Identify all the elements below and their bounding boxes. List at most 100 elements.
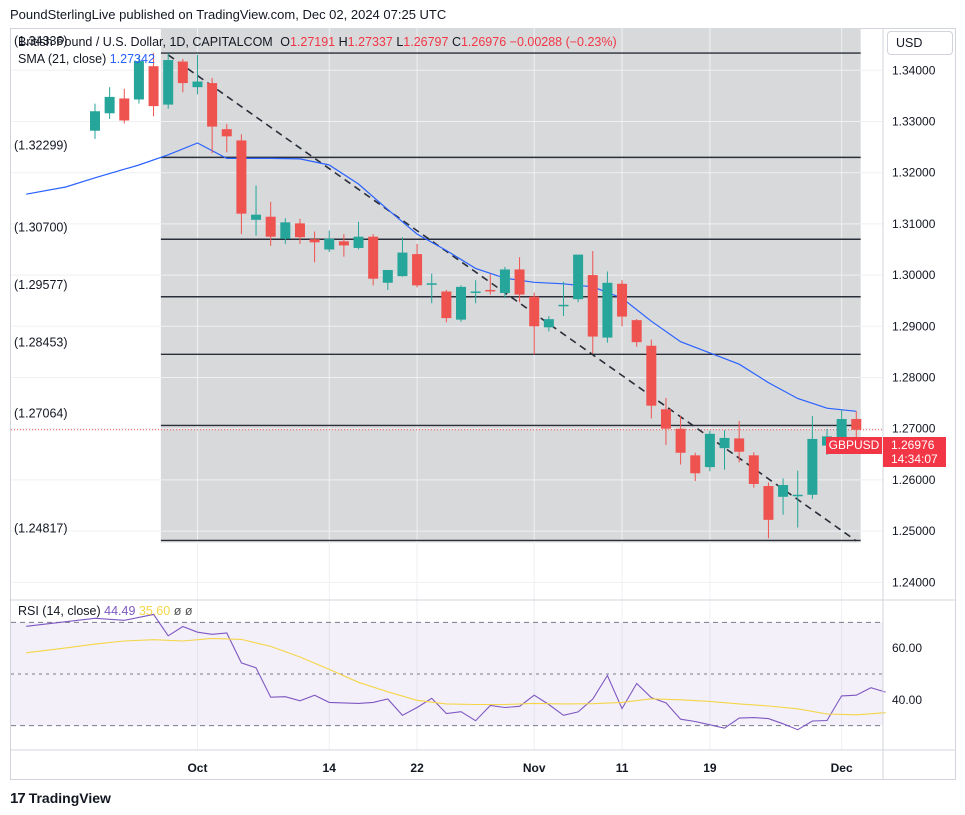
candle-body	[324, 238, 335, 250]
low-value: 1.26797	[403, 35, 449, 49]
candle-body	[485, 289, 496, 292]
price-tick-label: 1.32000	[892, 166, 936, 180]
candle	[719, 430, 730, 470]
rsi-label: RSI (14, close)	[18, 604, 101, 618]
candle	[207, 77, 218, 154]
level-label: (1.28453)	[14, 335, 68, 349]
candle	[324, 230, 335, 253]
candle	[456, 285, 466, 322]
candle	[412, 243, 423, 288]
candle-body	[397, 252, 408, 277]
candle-body	[763, 486, 774, 520]
publisher-line: PoundSterlingLive published on TradingVi…	[10, 7, 447, 22]
candle	[543, 316, 554, 332]
price-tick-label: 1.29000	[892, 319, 936, 333]
candle-body	[748, 455, 759, 485]
rsi-ma-value: 35.60	[138, 604, 171, 618]
candle-body	[119, 98, 130, 121]
price-tick-label: 1.24000	[892, 575, 936, 589]
close-label: C	[451, 35, 461, 49]
candle	[192, 54, 203, 95]
open-value: 1.27191	[289, 35, 336, 49]
candle	[499, 266, 510, 299]
candle	[353, 221, 364, 250]
rsi-legend: RSI (14, close) 44.49 35.60 ø ø	[18, 604, 192, 618]
candle	[309, 231, 320, 263]
tradingview-wordmark: TradingView	[28, 790, 111, 806]
candle	[368, 234, 379, 286]
candle	[294, 218, 305, 244]
rsi-tick-label: 40.00	[892, 693, 922, 707]
candle-body	[207, 83, 218, 127]
trendline	[167, 54, 857, 542]
price-tick-label: 1.34000	[892, 63, 936, 77]
candle	[734, 421, 745, 463]
price-tick-label: 1.25000	[892, 524, 936, 538]
candle-body	[412, 254, 423, 286]
candle-body	[514, 269, 525, 295]
candle-body	[251, 214, 262, 220]
candle-body	[441, 291, 452, 319]
price-tick-label: 1.30000	[892, 268, 936, 282]
candle	[280, 218, 291, 244]
candle	[529, 292, 540, 355]
time-tick-label: Dec	[831, 761, 853, 775]
high-value: 1.27337	[347, 35, 393, 49]
time-tick-label: 11	[616, 761, 629, 775]
candle-body	[280, 222, 291, 239]
candle	[236, 134, 247, 235]
candle	[426, 273, 437, 304]
candle-body	[294, 223, 305, 238]
symbol-legend: British Pound / U.S. Dollar, 1D, CAPITAL…	[18, 35, 617, 49]
highlight-zone	[160, 28, 861, 543]
time-tick-label: 22	[410, 761, 424, 775]
candle-body	[265, 216, 276, 237]
candle	[748, 452, 759, 488]
candle-body	[163, 60, 174, 105]
candle-body	[602, 282, 613, 338]
candle-body	[851, 418, 862, 430]
price-tick-label: 1.27000	[892, 422, 936, 436]
price-tick-label: 1.28000	[892, 371, 936, 385]
candle-body	[646, 345, 657, 406]
price-tick-label: 1.31000	[892, 217, 936, 231]
currency-button[interactable]: USD	[887, 31, 953, 55]
rsi-tick-label: 60.00	[892, 641, 922, 655]
sma-label: SMA (21, close)	[18, 52, 107, 66]
candle	[148, 52, 159, 117]
candle	[646, 339, 657, 419]
candle	[675, 415, 686, 465]
candle-body	[236, 140, 247, 214]
rsi-null-1: ø	[173, 604, 182, 618]
sma-line	[26, 142, 857, 412]
candle-body	[792, 494, 803, 497]
candle-body	[353, 236, 364, 248]
candle	[778, 478, 789, 515]
candle	[382, 269, 393, 290]
candle-body	[719, 437, 730, 449]
candle	[602, 271, 613, 343]
candle-body	[104, 96, 115, 114]
sma-value: 1.27342	[109, 52, 155, 66]
candle-body	[690, 455, 701, 474]
candle-body	[617, 283, 628, 317]
level-label: (1.27064)	[14, 406, 68, 420]
candle-body	[470, 291, 481, 293]
level-label: (1.32299)	[14, 138, 68, 152]
tradingview-logo[interactable]: 17 TradingView	[10, 790, 111, 807]
low-label: L	[396, 35, 404, 49]
level-label: (1.29577)	[14, 278, 68, 292]
candle	[119, 88, 130, 124]
candle-body	[734, 438, 745, 452]
candle-body	[499, 269, 510, 294]
time-tick-label: Oct	[187, 761, 207, 775]
candle	[836, 409, 847, 443]
candle	[485, 274, 496, 295]
candle	[573, 254, 584, 303]
candle	[763, 482, 774, 539]
candle	[704, 430, 715, 472]
candle	[163, 53, 174, 109]
candle	[807, 415, 818, 499]
candle-body	[338, 241, 349, 246]
